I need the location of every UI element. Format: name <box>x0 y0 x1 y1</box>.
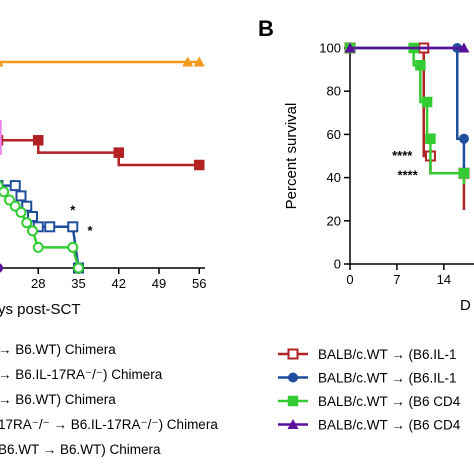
data-point-red <box>33 135 44 146</box>
data-point-green <box>421 96 433 108</box>
significance-marker: * <box>87 223 93 238</box>
legend-label: BALB/c.WT → (B6.IL-1 <box>318 347 457 362</box>
significance-marker: * <box>70 202 76 217</box>
legend-label: → B6.WT) Chimera <box>0 392 116 407</box>
legend-marker-blue <box>288 372 298 383</box>
data-point-green <box>0 186 10 198</box>
y-tick-label: 40 <box>327 170 341 185</box>
y-tick-label: 80 <box>327 84 341 99</box>
series-line-red <box>0 139 200 167</box>
data-point-orange <box>0 60 4 67</box>
x-tick-label: 28 <box>31 276 45 291</box>
panel-a-chart: 28 35 42 49 56 ys post-SCT * * <box>0 56 206 318</box>
legend-item: 17RA⁻/⁻ → B6.IL-17RA⁻/⁻) Chimera <box>0 417 218 432</box>
legend-marker-purple <box>287 419 299 429</box>
data-point-green <box>73 262 84 274</box>
series-purple <box>344 42 470 53</box>
data-point-green <box>21 217 33 229</box>
data-point-green <box>415 60 426 71</box>
legend-label: B6.WT → B6.WT) Chimera <box>0 442 161 457</box>
data-point-blue <box>67 221 79 233</box>
legend-panel-a: → B6.WT) Chimera → B6.IL-17RA⁻/⁻) Chimera… <box>0 342 218 457</box>
y-tick-label: 0 <box>334 257 341 272</box>
data-point-blue <box>21 200 33 212</box>
y-axis-title: Percent survival <box>283 103 300 210</box>
data-point-purple <box>0 263 3 273</box>
series-green <box>0 180 84 274</box>
legend-label: BALB/c.WT → (B6.IL-1 <box>318 371 457 386</box>
legend-item: BALB/c.WT → (B6 CD4 <box>278 394 461 409</box>
legend-item: BALB/c.WT → (B6 CD4 <box>278 418 461 433</box>
y-tick-label: 60 <box>327 127 341 142</box>
legend-item: → B6.WT) Chimera <box>0 392 116 407</box>
x-tick-label: 0 <box>346 272 353 287</box>
data-point-purple <box>344 42 356 53</box>
data-point-orange <box>193 56 205 67</box>
panel-b-chart: 0 7 14 0 20 40 60 80 100 D Percent survival **** ***… <box>283 41 474 314</box>
legend-marker-green <box>287 395 299 407</box>
series-orange <box>0 56 205 67</box>
significance-marker: **** <box>397 167 418 182</box>
data-point-blue <box>44 221 56 233</box>
x-tick-label: 49 <box>152 276 166 291</box>
legend-item: → B6.WT) Chimera <box>0 342 116 357</box>
data-point-green <box>32 241 44 253</box>
x-tick-label: 56 <box>192 276 206 291</box>
legend-item: BALB/c.WT → (B6.IL-1 <box>278 347 457 362</box>
data-point-purple <box>458 42 470 53</box>
series-line-green <box>350 46 466 185</box>
legend-label: → B6.IL-17RA⁻/⁻) Chimera <box>0 367 163 382</box>
data-point-green <box>67 241 79 253</box>
y-tick-label: 100 <box>319 41 341 56</box>
series-purple <box>0 263 3 273</box>
data-point-green <box>15 206 27 218</box>
legend-label: BALB/c.WT → (B6 CD4 <box>318 418 461 433</box>
data-point-blue <box>27 211 38 222</box>
legend-label: → B6.WT) Chimera <box>0 342 116 357</box>
legend-item: → B6.IL-17RA⁻/⁻) Chimera <box>0 367 163 382</box>
series-red <box>344 42 470 210</box>
panel-b-label: B <box>258 16 274 41</box>
data-point-green <box>425 133 436 144</box>
x-tick-label: 42 <box>112 276 126 291</box>
x-tick-label: 7 <box>393 272 400 287</box>
x-axis-title: D <box>460 297 471 314</box>
legend-label: BALB/c.WT → (B6 CD4 <box>318 394 461 409</box>
x-tick-label: 14 <box>437 272 451 287</box>
x-axis-title: ys post-SCT <box>0 301 81 318</box>
legend-label: 17RA⁻/⁻ → B6.IL-17RA⁻/⁻) Chimera <box>0 417 218 432</box>
legend-marker-red <box>287 348 299 360</box>
series-blue <box>0 180 84 274</box>
data-point-green <box>27 225 38 237</box>
data-point-orange <box>182 56 194 67</box>
data-point-green <box>458 168 470 179</box>
data-point-red <box>113 147 124 158</box>
legend-item: BALB/c.WT → (B6.IL-1 <box>278 371 457 386</box>
data-point-blue <box>458 133 469 144</box>
significance-marker: **** <box>392 148 413 163</box>
series-line-red <box>350 46 466 210</box>
data-point-blue <box>15 190 27 202</box>
legend-panel-b: BALB/c.WT → (B6.IL-1 BALB/c.WT → (B6.IL-1… <box>278 347 461 433</box>
x-tick-label: 35 <box>71 276 85 291</box>
data-point-blue <box>9 180 21 192</box>
y-tick-label: 20 <box>327 213 341 228</box>
series-red <box>0 135 205 171</box>
data-point-red <box>194 159 205 171</box>
legend-item: B6.WT → B6.WT) Chimera <box>0 442 161 457</box>
